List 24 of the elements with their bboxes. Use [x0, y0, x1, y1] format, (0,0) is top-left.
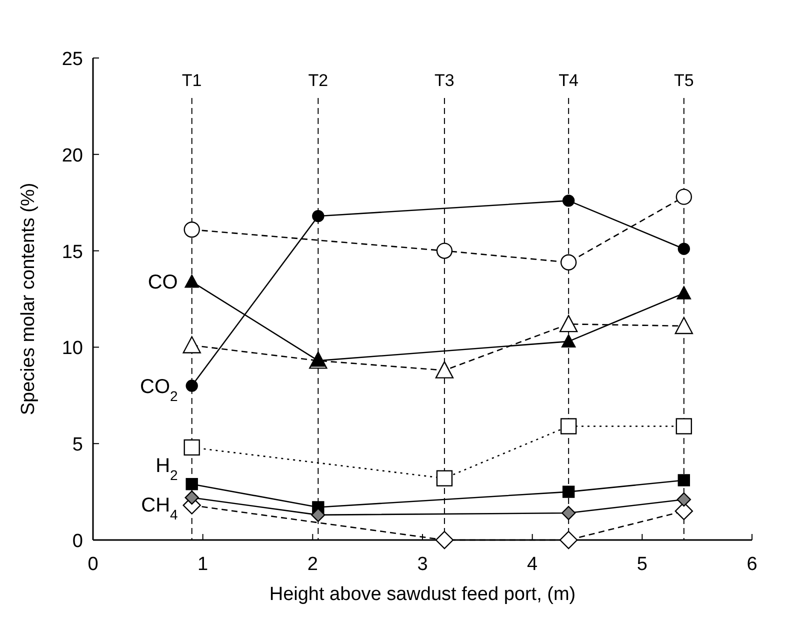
ref-line-label: T5: [674, 71, 694, 90]
x-tick-label: 4: [527, 554, 538, 575]
series-label: CH$_{4}$: [141, 494, 178, 523]
x-tick-label: 0: [88, 554, 98, 575]
ref-line-label: T2: [308, 71, 328, 90]
y-axis-title: Species molar contents (%): [18, 182, 39, 416]
y-tick-label: 25: [62, 49, 83, 70]
x-tick-label: 2: [307, 554, 318, 575]
y-tick-label: 5: [72, 434, 83, 456]
y-tick-label: 0: [72, 531, 83, 552]
x-axis-title: Height above sawdust feed port, (m): [269, 584, 576, 605]
x-tick-label: 6: [746, 554, 758, 575]
ref-line-label: T4: [558, 71, 578, 90]
x-tick-label: 1: [198, 554, 208, 575]
y-tick-label: 15: [62, 242, 83, 263]
series-label: CO$_{2}$: [140, 376, 178, 404]
x-tick-label: 3: [417, 554, 428, 575]
y-tick-label: 10: [62, 338, 83, 360]
ref-line-label: T1: [182, 71, 202, 90]
series-label: H$_{2}$: [156, 455, 178, 484]
series-label: CO: [148, 272, 178, 294]
ref-line-label: T3: [434, 71, 454, 90]
x-tick-label: 5: [636, 554, 648, 575]
y-tick-label: 20: [62, 145, 83, 166]
